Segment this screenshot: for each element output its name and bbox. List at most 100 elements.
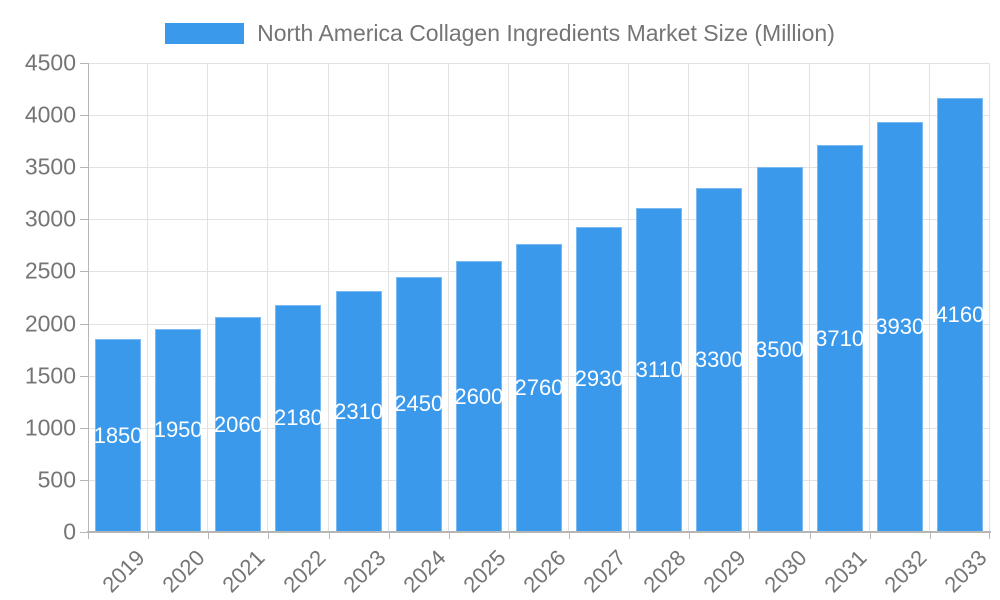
bar-2031 <box>816 145 863 532</box>
x-tick-label: 2023 <box>337 545 391 598</box>
bar-2029 <box>696 188 743 532</box>
y-tick-label: 3500 <box>24 153 76 180</box>
gridline-vertical <box>447 63 449 532</box>
x-tick-label: 2029 <box>698 545 752 598</box>
y-tick-label: 500 <box>37 466 76 493</box>
gridline-vertical <box>147 63 149 532</box>
bar-value-label: 2060 <box>213 411 263 437</box>
y-tick-label: 1500 <box>24 362 76 389</box>
y-tick-label: 0 <box>63 518 76 545</box>
gridline-vertical <box>989 63 990 532</box>
bar-2024 <box>395 276 442 532</box>
y-tick-label: 4500 <box>24 49 76 76</box>
gridline-vertical <box>928 63 930 532</box>
x-tick-label: 2021 <box>217 545 271 598</box>
y-tick <box>80 271 88 273</box>
y-axis-line <box>88 63 89 532</box>
y-tick-label: 4000 <box>24 101 76 128</box>
bar-value-label: 2180 <box>273 405 323 431</box>
bar-value-label: 2310 <box>334 398 384 424</box>
y-tick <box>80 479 88 481</box>
x-tick-label: 2031 <box>819 545 872 598</box>
bar-value-label: 2930 <box>574 366 624 392</box>
x-tick <box>749 532 751 539</box>
gridline-vertical <box>868 63 870 532</box>
y-tick <box>80 115 88 117</box>
bar-2020 <box>155 328 202 532</box>
y-tick <box>80 63 88 64</box>
x-tick-label: 2020 <box>157 545 210 598</box>
x-tick-label: 2033 <box>939 545 992 598</box>
gridline-vertical <box>688 63 690 532</box>
x-tick <box>989 532 990 539</box>
x-tick-label: 2019 <box>97 545 150 598</box>
x-tick-label: 2022 <box>277 545 331 598</box>
bar-2027 <box>576 226 623 532</box>
bar-value-label: 1850 <box>93 422 143 448</box>
y-tick <box>80 532 88 533</box>
x-tick <box>328 532 330 539</box>
x-tick <box>689 532 691 539</box>
x-tick-label: 2032 <box>879 545 932 598</box>
legend-label: North America Collagen Ingredients Marke… <box>257 20 835 46</box>
x-tick <box>268 532 270 539</box>
bar-2021 <box>215 317 262 532</box>
gridline-vertical <box>568 63 570 532</box>
y-tick <box>80 323 88 325</box>
y-tick <box>80 427 88 429</box>
y-tick-label: 3000 <box>24 205 76 232</box>
bar-value-label: 1950 <box>153 417 203 443</box>
gridline-vertical <box>808 63 810 532</box>
bar-2033 <box>936 98 983 532</box>
x-tick <box>388 532 390 539</box>
bar-value-label: 3300 <box>694 347 744 373</box>
bar-2026 <box>516 244 562 532</box>
y-tick <box>80 219 88 221</box>
bar-value-label: 2600 <box>454 383 504 409</box>
bar-2019 <box>95 339 142 532</box>
x-tick-label: 2025 <box>458 545 511 598</box>
y-tick <box>80 167 88 169</box>
y-tick-label: 1000 <box>24 414 76 441</box>
gridline-horizontal <box>88 167 990 169</box>
x-tick <box>508 532 510 539</box>
x-tick <box>629 532 631 539</box>
gridline-vertical <box>207 63 209 532</box>
x-tick-label: 2026 <box>518 545 571 598</box>
bar-2022 <box>275 304 322 532</box>
gridline-vertical <box>267 63 269 532</box>
bar-value-label: 4160 <box>935 302 985 328</box>
y-tick-label: 2500 <box>24 257 76 284</box>
bar-2030 <box>756 167 803 532</box>
x-tick <box>88 532 89 539</box>
plot-area: 1850 1950 2060 2180 2310 2450 2600 2760 2930 3110… <box>88 63 990 532</box>
bar-2025 <box>455 261 502 532</box>
gridline-vertical <box>507 63 509 532</box>
gridline-horizontal <box>88 63 990 64</box>
bar-2023 <box>335 291 382 532</box>
x-tick <box>148 532 150 539</box>
bar-2028 <box>636 207 683 532</box>
y-tick <box>80 375 88 377</box>
gridline-vertical <box>387 63 389 532</box>
y-tick-label: 2000 <box>24 310 76 337</box>
legend: North America Collagen Ingredients Marke… <box>0 20 1000 47</box>
bar-value-label: 2760 <box>514 375 564 401</box>
gridline-horizontal <box>88 219 990 221</box>
x-tick <box>569 532 571 539</box>
x-tick-label: 2024 <box>398 545 451 598</box>
x-tick-label: 2027 <box>578 545 631 598</box>
x-tick <box>929 532 931 539</box>
gridline-vertical <box>748 63 750 532</box>
gridline-vertical <box>327 63 329 532</box>
bar-value-label: 3110 <box>635 356 683 382</box>
x-tick-label: 2028 <box>638 545 691 598</box>
bar-value-label: 3930 <box>875 314 925 340</box>
x-tick-label: 2030 <box>758 545 812 598</box>
x-tick <box>809 532 811 539</box>
x-tick <box>208 532 210 539</box>
gridline-horizontal <box>88 115 990 117</box>
x-axis-line <box>87 531 991 533</box>
bar-value-label: 3500 <box>755 336 805 362</box>
